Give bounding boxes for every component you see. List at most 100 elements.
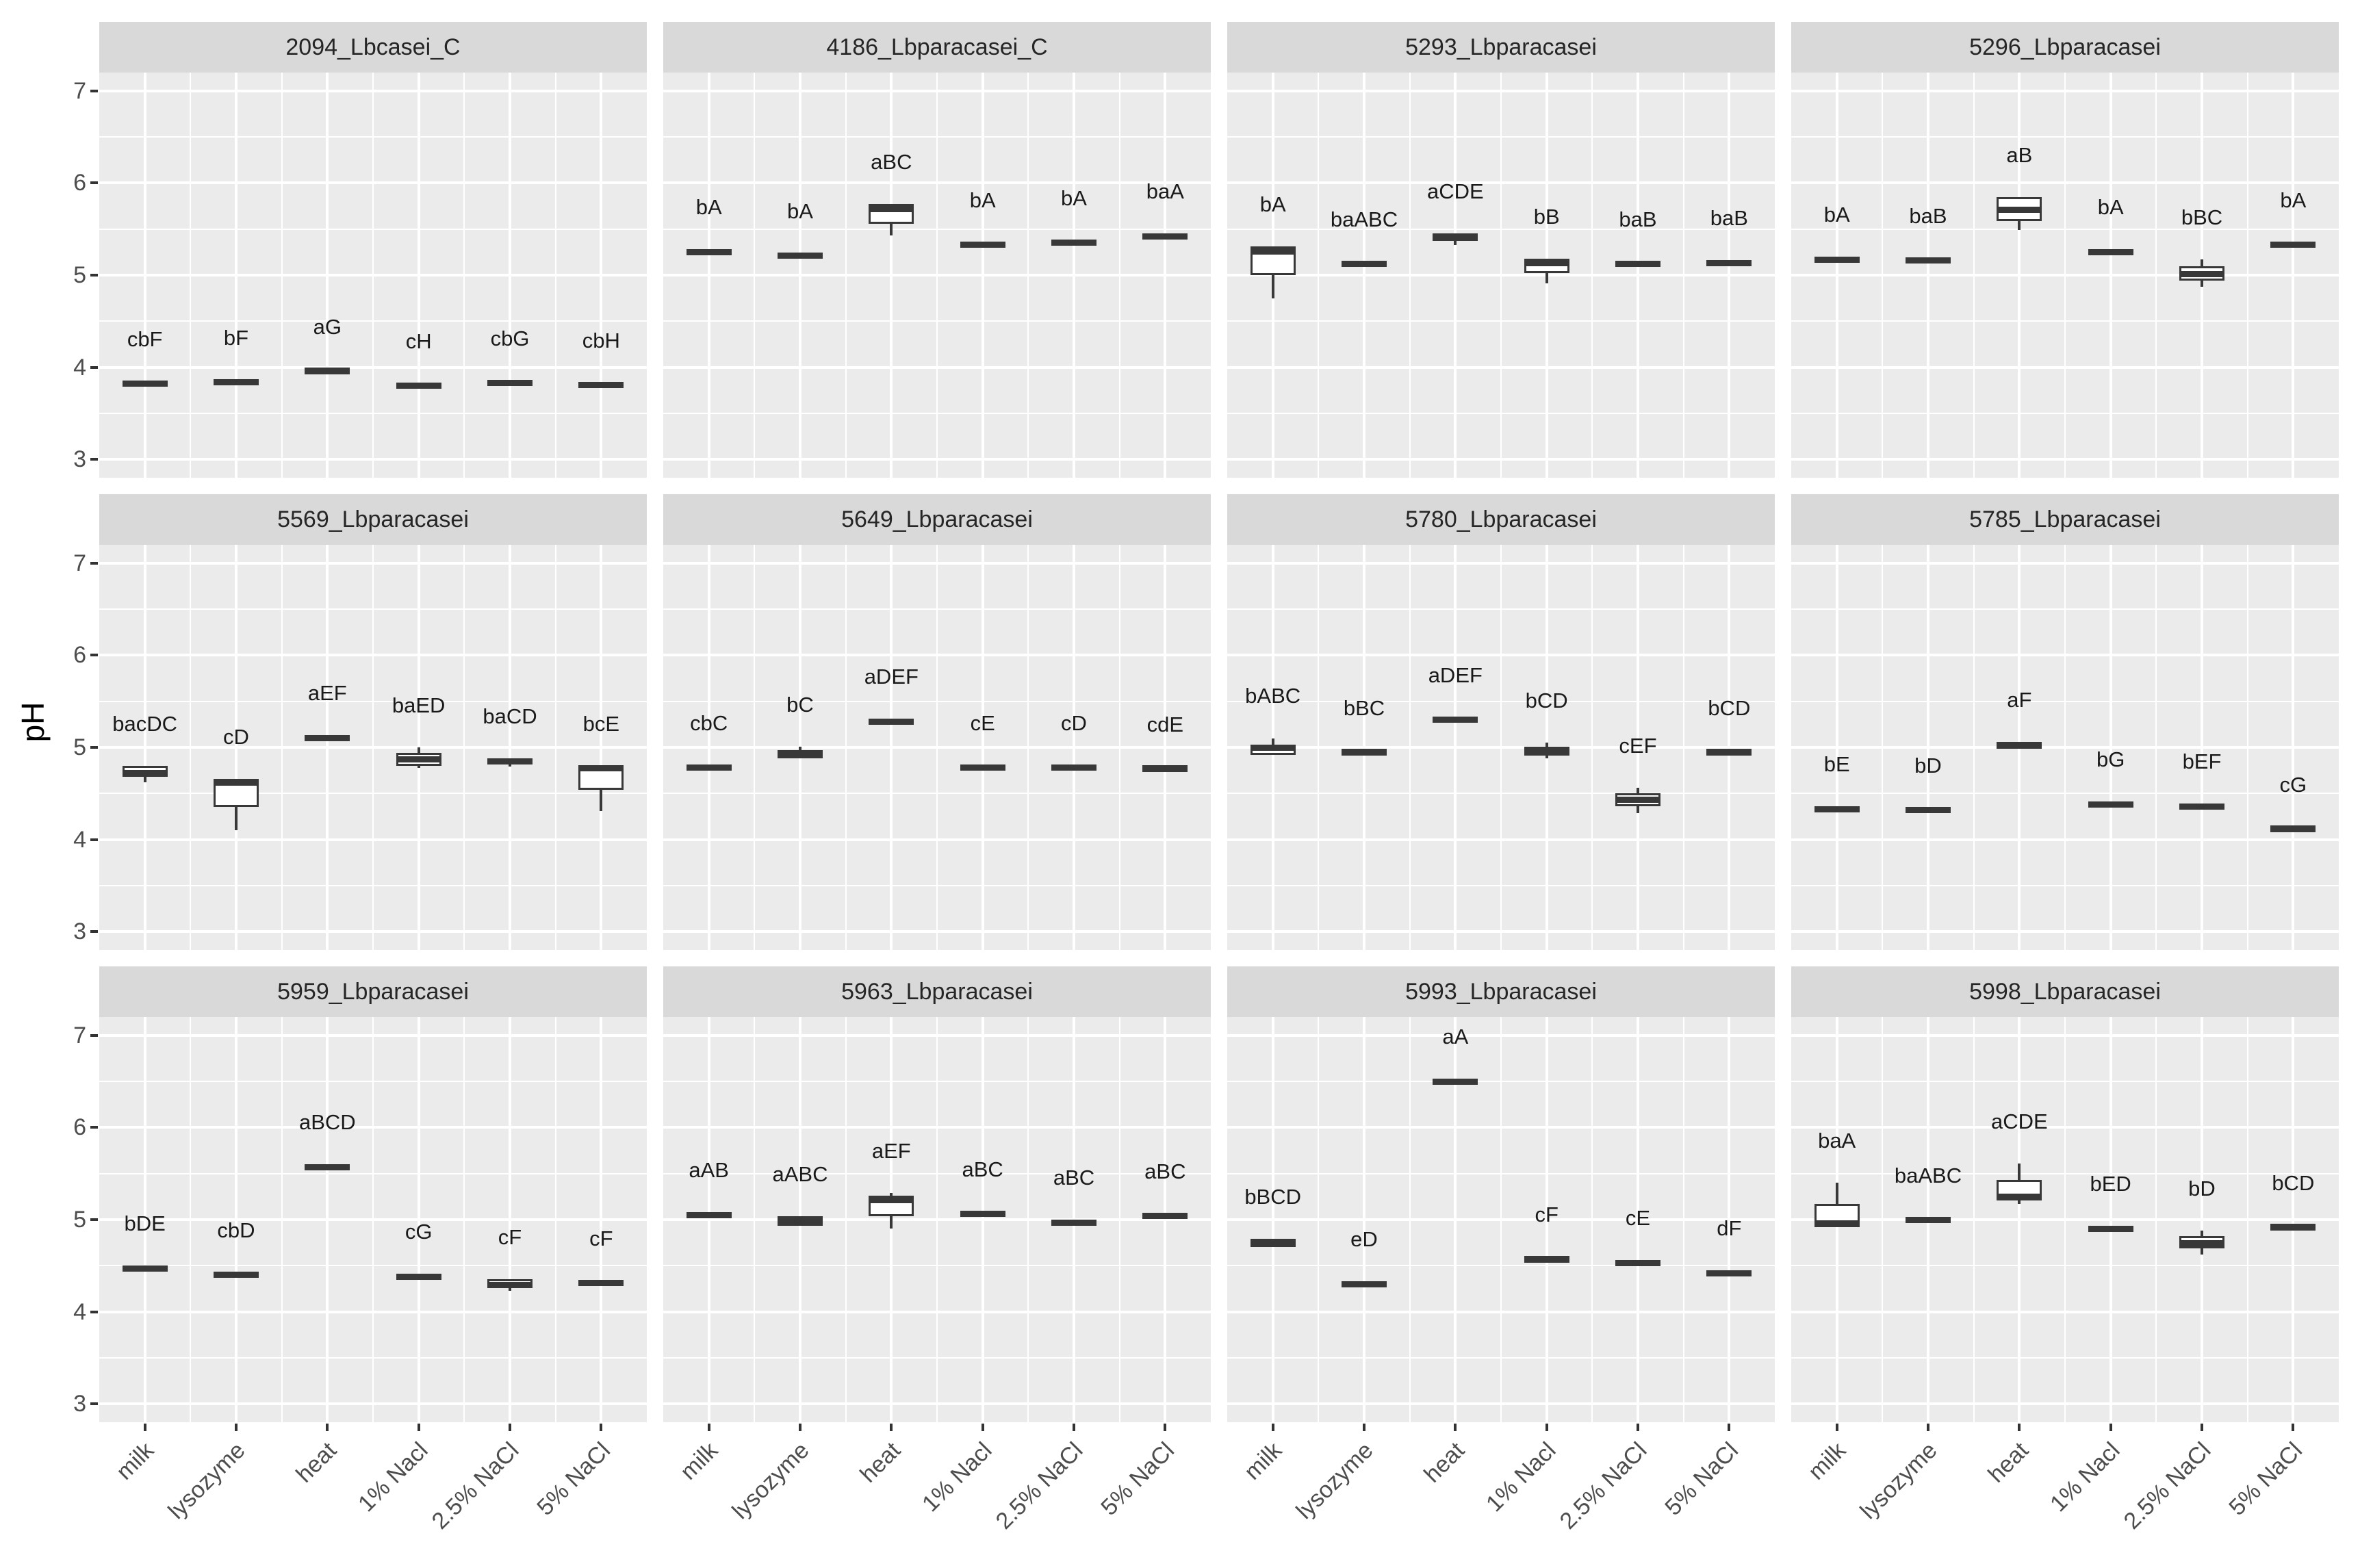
y-tick-label: 5 [73,734,86,760]
gridline-minor-v [1118,1017,1120,1422]
significance-label: aDEF [1428,663,1483,688]
gridline-minor-v [754,1017,756,1422]
y-tick-mark [90,654,98,657]
boxplot-median [1433,234,1478,241]
boxplot-median [1142,765,1188,772]
gridline-minor-v [2155,1017,2157,1422]
boxplot-median [869,1197,914,1204]
boxplot-lower-whisker [417,765,420,768]
significance-label: bD [2188,1177,2216,1201]
significance-label: bA [1823,203,1850,227]
boxplot-median [1342,749,1387,756]
gridline-major-v [1454,1017,1457,1422]
y-tick-mark [90,1033,98,1037]
gridline-major-v [1637,73,1639,478]
boxplot-median [1615,1259,1660,1266]
x-tick-label: 5% NaCl [1096,1437,1180,1521]
gridline-major-v [326,73,329,478]
significance-label: cbC [690,711,728,736]
x-tick-label: 1% Nacl [353,1437,433,1517]
boxplot-lower-whisker [1545,273,1548,284]
boxplot-median [2270,1224,2316,1231]
y-tick-label: 6 [73,642,86,669]
y-tick-label: 4 [73,354,86,381]
significance-label: aBC [1144,1159,1186,1183]
significance-label: cF [1535,1202,1559,1226]
significance-label: bA [1259,192,1286,217]
gridline-minor-v [1409,545,1411,950]
boxplot-lower-whisker [600,789,603,811]
boxplot-median [1524,260,1569,266]
gridline-minor-v [372,1017,374,1422]
facet-strip: 5296_Lbparacasei [1791,22,2339,73]
boxplot-median [960,1211,1005,1218]
gridline-minor-v [1973,1017,1975,1422]
gridline-minor-v [1882,545,1884,950]
gridline-minor-v [372,73,374,478]
gridline-minor-v [1682,545,1684,950]
significance-label: baCD [483,704,537,729]
significance-label: cF [498,1225,522,1250]
gridline-major-v [2292,545,2295,950]
gridline-minor-v [190,1017,192,1422]
gridline-major-v [1835,545,1838,950]
significance-label: dF [1717,1216,1742,1240]
x-tick-mark [1637,1424,1639,1431]
gridline-major-v [1927,73,1929,478]
significance-label: baABC [1330,207,1398,231]
significance-label: eD [1350,1227,1378,1252]
gridline-minor-v [936,545,938,950]
x-tick-label: 5% NaCl [2224,1437,2308,1521]
boxplot-median [686,1211,732,1218]
boxplot-median [305,735,350,742]
boxplot-median [1906,257,1951,264]
significance-label: baABC [1894,1164,1962,1188]
gridline-minor-v [1027,545,1029,950]
significance-label: bBC [1343,695,1385,720]
boxplot-lower-whisker [890,1216,893,1229]
gridline-major-v [2201,545,2203,950]
gridline-minor-v [463,73,465,478]
significance-label: bacDC [112,711,178,736]
boxplot-median [778,1217,823,1224]
gridline-major-v [981,545,984,950]
gridline-minor-v [1882,1017,1884,1422]
significance-label: aBC [1053,1165,1095,1190]
significance-label: cbD [217,1218,255,1242]
boxplot-median [2270,242,2316,248]
significance-label: bB [1533,204,1560,229]
x-tick-mark [600,1424,603,1431]
gridline-minor-v [754,73,756,478]
boxplot-median [1433,1078,1478,1085]
boxplot-median [578,765,624,772]
significance-label: bA [1061,185,1087,210]
y-tick-mark [90,1310,98,1313]
x-tick-label: 2.5% NaCl [1555,1437,1652,1534]
gridline-major-v [143,545,146,950]
gridline-major-v [1164,73,1167,478]
gridline-major-v [417,1017,420,1422]
x-tick-label: 5% NaCl [532,1437,616,1521]
y-tick-mark [90,561,98,565]
significance-label: cbG [490,326,530,350]
significance-label: bG [2096,747,2125,772]
boxplot-median [214,378,259,385]
significance-label: aDEF [864,665,919,689]
boxplot-median [960,764,1005,771]
boxplot-upper-whisker [2201,259,2203,266]
significance-label: bA [969,188,996,212]
boxplot-median [2270,825,2316,832]
x-tick-label: heat [1419,1437,1470,1488]
gridline-minor-v [1409,73,1411,478]
gridline-minor-v [936,73,938,478]
x-tick-label: lysozyme [727,1437,815,1525]
boxplot-median [487,379,533,386]
y-tick-label: 3 [73,918,86,945]
boxplot-upper-whisker [2018,1163,2021,1181]
gridline-major-v [799,73,801,478]
x-tick-label: 2.5% NaCl [427,1437,524,1534]
x-tick-mark [2201,1424,2203,1431]
facet-panel: bacDC cD aEF baED baCD bcE [99,545,647,950]
gridline-minor-v [554,73,556,478]
